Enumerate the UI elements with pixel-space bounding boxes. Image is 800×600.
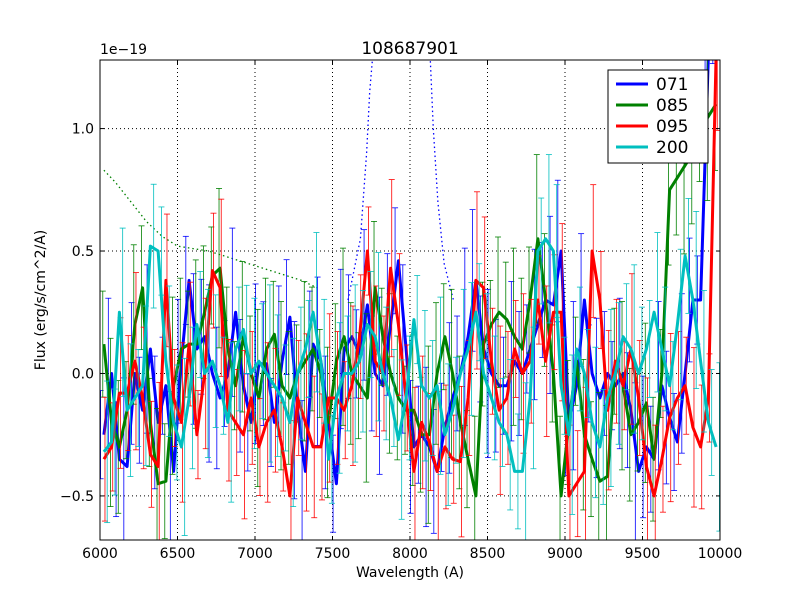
x-tick-label: 8000 xyxy=(392,546,428,562)
x-tick-label: 8500 xyxy=(470,546,506,562)
x-tick-label: 6500 xyxy=(160,546,196,562)
sky-dotted-curve xyxy=(103,169,318,289)
data-layer xyxy=(100,60,720,540)
y-offset-label: 1e−19 xyxy=(100,42,147,58)
x-tick-label: 6000 xyxy=(82,546,118,562)
series-line-200 xyxy=(102,237,718,473)
x-tick-label: 10000 xyxy=(698,546,743,562)
y-tick-label: 1.0 xyxy=(72,122,94,138)
legend-label-071: 071 xyxy=(656,75,688,95)
legend-label-200: 200 xyxy=(656,138,688,158)
x-tick-label: 7500 xyxy=(315,546,351,562)
series-200 xyxy=(102,154,720,540)
x-tick-label: 7000 xyxy=(237,546,273,562)
x-tick-label: 9500 xyxy=(625,546,661,562)
y-tick-label: −0.5 xyxy=(60,489,94,505)
legend-label-095: 095 xyxy=(656,117,688,137)
y-tick-label: 0.0 xyxy=(72,366,94,382)
y-axis-label: Flux (erg/s/cm^2/A) xyxy=(33,230,49,370)
series-line-095 xyxy=(102,60,718,498)
ticks: 6000 6500 7000 7500 8000 8500 9000 9500 10000 −0.… xyxy=(60,60,742,562)
x-tick-label: 9000 xyxy=(547,546,583,562)
y-tick-label: 0.5 xyxy=(72,244,94,260)
x-axis-label: Wavelength (A) xyxy=(356,565,464,581)
legend-label-085: 085 xyxy=(656,96,688,116)
chart-title: 108687901 xyxy=(361,39,458,59)
